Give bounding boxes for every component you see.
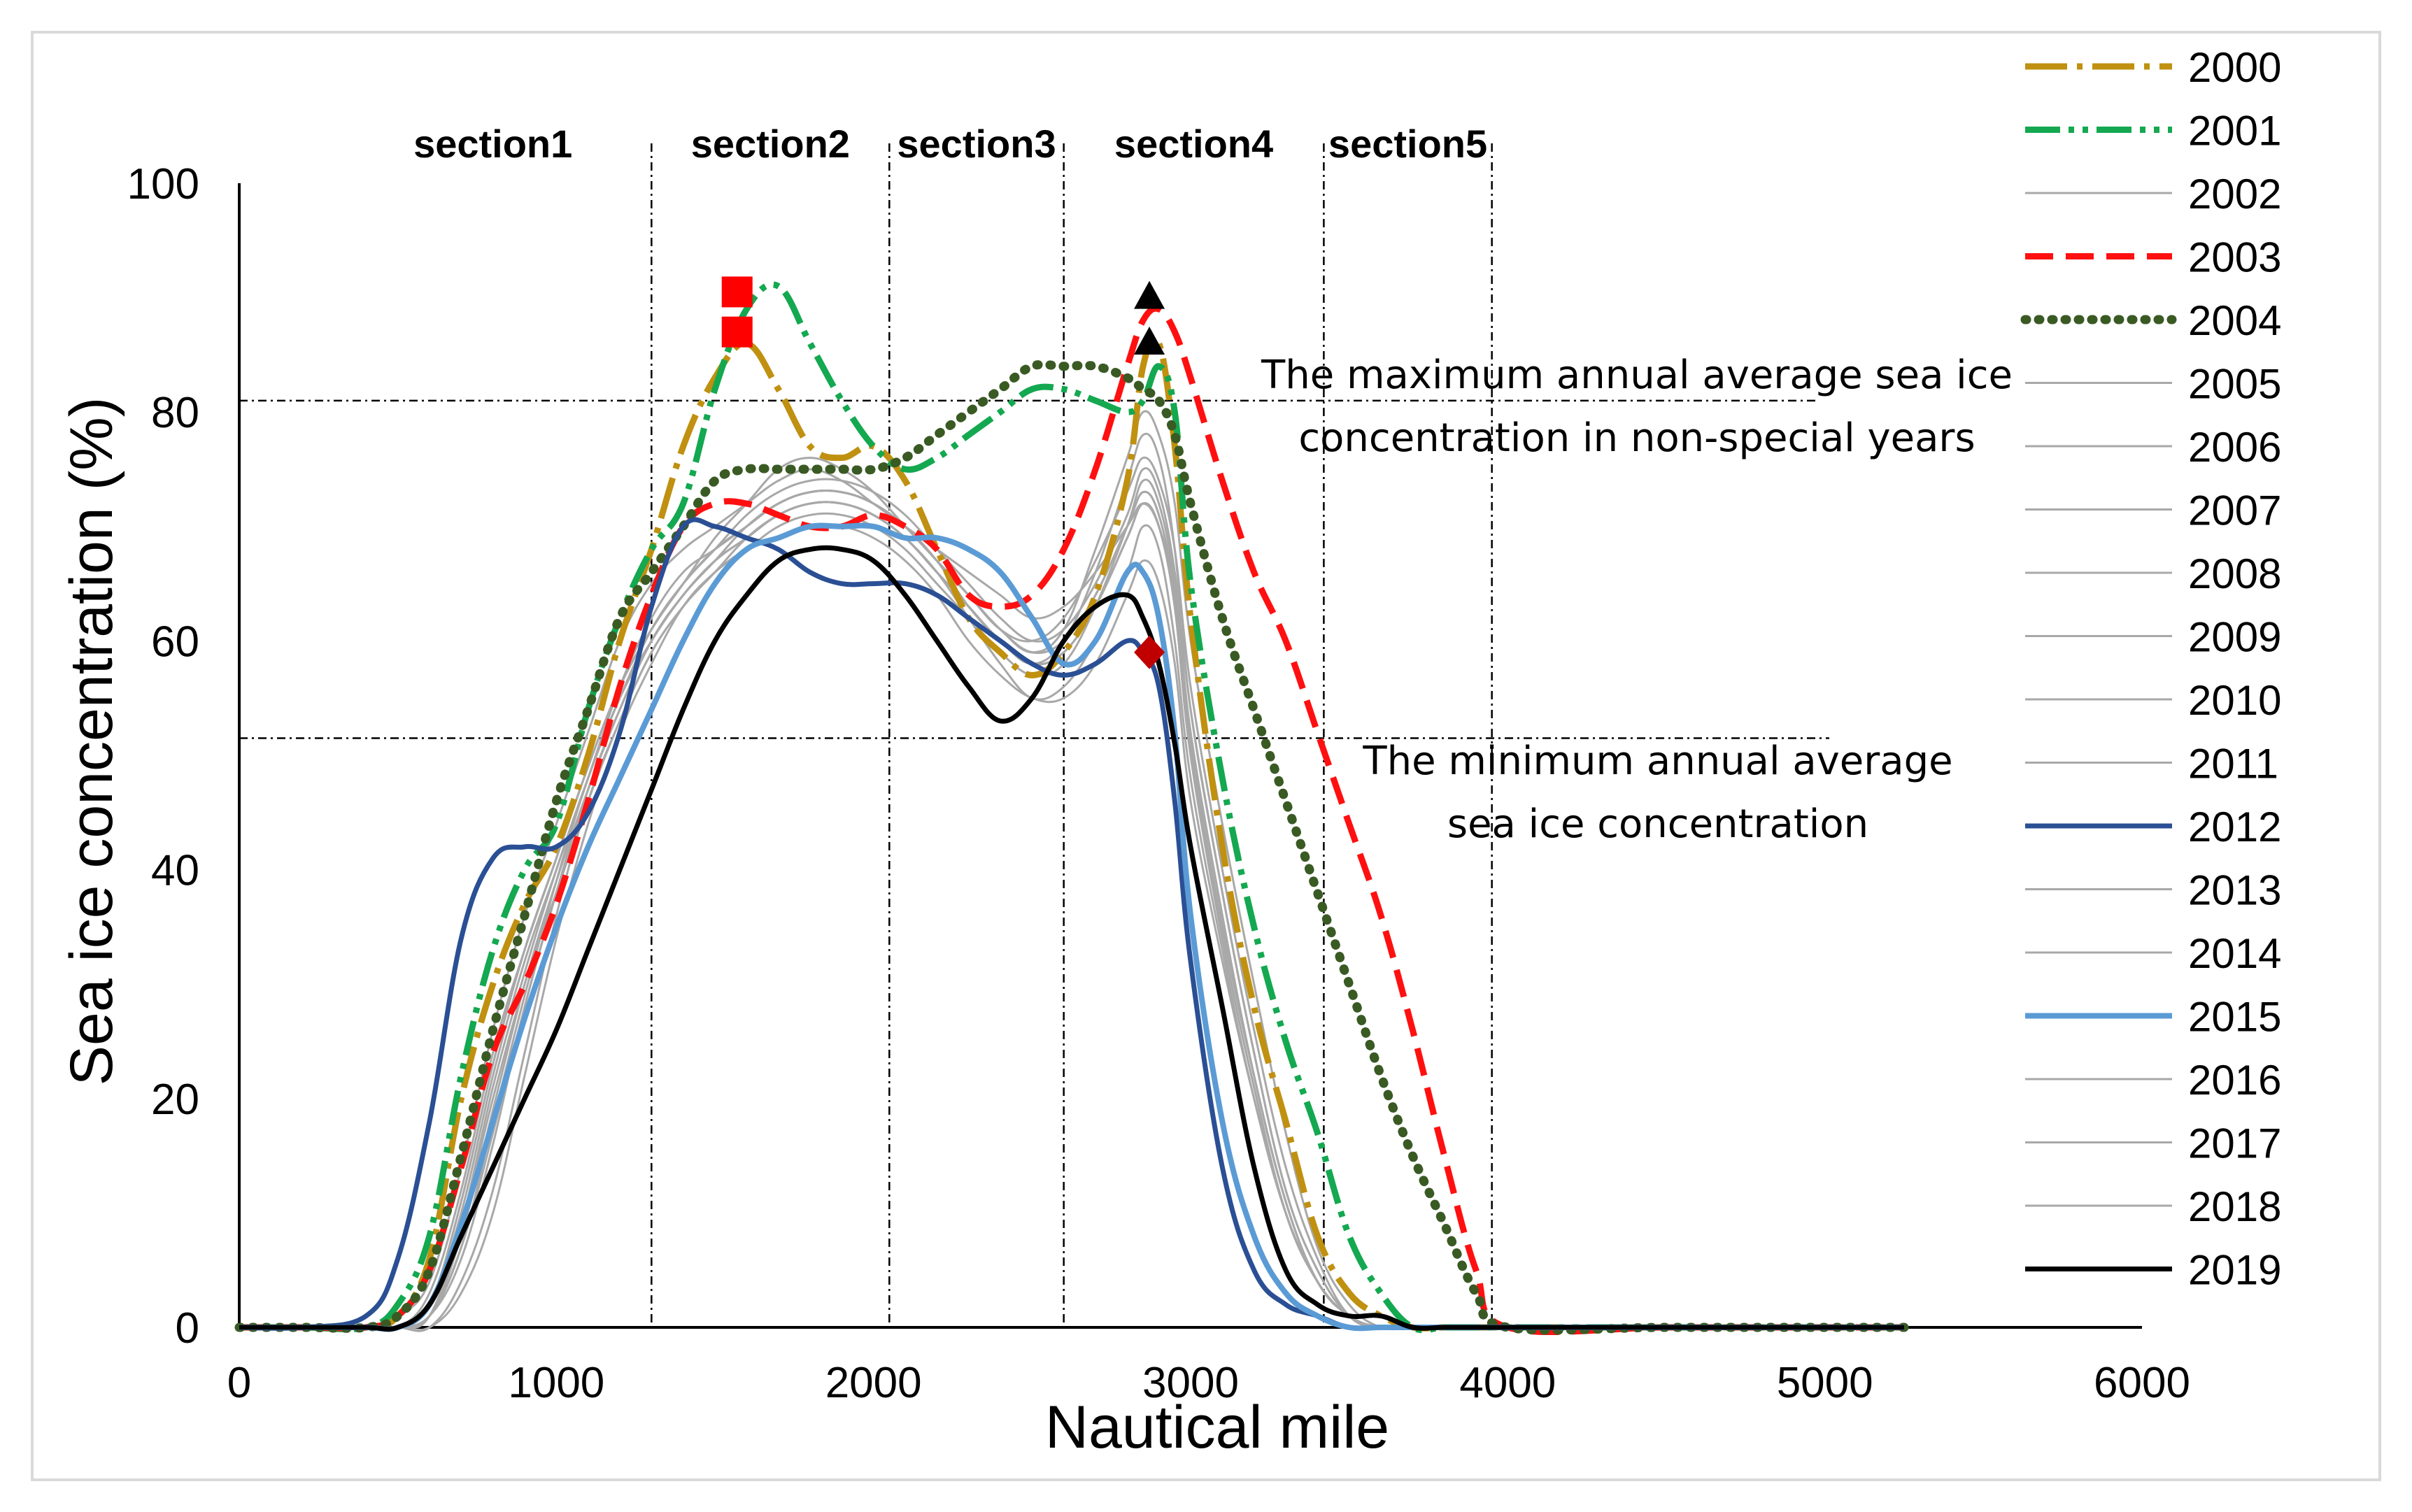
legend-label-2014: 2014 xyxy=(2188,930,2281,977)
series-line-2002 xyxy=(239,468,1904,1329)
x-tick-label: 2000 xyxy=(825,1359,922,1407)
y-tick-labels: 0 20 40 60 80 100 xyxy=(127,160,199,1353)
legend-label-2005: 2005 xyxy=(2188,361,2281,408)
reference-labels: The maximum annual average sea ice concen… xyxy=(1261,352,2013,847)
y-tick-label: 40 xyxy=(151,847,199,895)
x-tick-label: 1000 xyxy=(508,1359,604,1407)
section-label: section5 xyxy=(1328,122,1487,166)
legend-label-2017: 2017 xyxy=(2188,1120,2281,1167)
reference-label-line1: The minimum annual average xyxy=(1362,739,1952,784)
series-line-2004 xyxy=(234,359,1909,1335)
legend-label-2008: 2008 xyxy=(2188,550,2281,597)
series-lines xyxy=(234,281,1909,1336)
reference-lines xyxy=(239,399,1829,739)
chart-frame xyxy=(31,31,2381,1481)
square-marker xyxy=(721,276,753,308)
legend-label-2004: 2004 xyxy=(2188,297,2281,344)
section-boundaries xyxy=(651,143,1493,1327)
y-tick-label: 60 xyxy=(151,618,199,666)
reference-label-line2: sea ice concentration xyxy=(1447,801,1868,847)
x-tick-labels: 0 1000 2000 3000 4000 5000 6000 xyxy=(227,1359,2190,1407)
section-label: section1 xyxy=(413,122,572,166)
series-line-2010 xyxy=(239,456,1904,1329)
section-label: section4 xyxy=(1114,122,1273,166)
series-line-2003 xyxy=(239,305,1904,1336)
section-label: section2 xyxy=(691,122,850,166)
legend-label-2019: 2019 xyxy=(2188,1247,2281,1294)
series-line-2005 xyxy=(239,432,1904,1331)
y-tick-label: 80 xyxy=(151,389,199,437)
series-line-2007 xyxy=(239,410,1904,1332)
legend-label-2013: 2013 xyxy=(2188,867,2281,914)
y-axis-title: Sea ice concentration (%) xyxy=(58,397,125,1086)
legend-label-2002: 2002 xyxy=(2188,171,2281,217)
series-line-2000 xyxy=(239,334,1904,1332)
diamond-marker xyxy=(1134,635,1165,669)
legend-label-2016: 2016 xyxy=(2188,1057,2281,1104)
y-tick-label: 20 xyxy=(151,1076,199,1124)
x-axis-title: Nautical mile xyxy=(1045,1394,1389,1461)
section-labels: section1 section2 section3 section4 section5 xyxy=(413,122,1487,166)
x-tick-label: 6000 xyxy=(2094,1359,2190,1407)
x-tick-label: 5000 xyxy=(1777,1359,1873,1407)
triangle-marker xyxy=(1134,327,1165,355)
legend-label-2011: 2011 xyxy=(2188,741,2278,787)
reference-label-line1: The maximum annual average sea ice xyxy=(1261,352,2013,398)
legend-label-2015: 2015 xyxy=(2188,994,2281,1041)
y-tick-label: 0 xyxy=(176,1304,199,1353)
legend: 2000 2001 2002 2003 2004 2005 2006 2007 2008 2009… xyxy=(2020,44,2281,1294)
legend-label-2018: 2018 xyxy=(2188,1183,2281,1230)
markers xyxy=(721,276,1165,669)
reference-label-line2: concentration in non-special years xyxy=(1298,415,1975,461)
x-tick-label: 3000 xyxy=(1142,1359,1239,1407)
x-tick-label: 4000 xyxy=(1459,1359,1556,1407)
legend-label-2001: 2001 xyxy=(2188,108,2281,155)
series-line-2015 xyxy=(239,522,1904,1332)
legend-label-2010: 2010 xyxy=(2188,677,2281,724)
square-marker xyxy=(721,316,753,348)
series-line-2011 xyxy=(239,467,1904,1331)
legend-label-2000: 2000 xyxy=(2188,44,2281,91)
series-line-2019 xyxy=(239,545,1904,1332)
x-tick-label: 0 xyxy=(227,1359,251,1407)
legend-label-2009: 2009 xyxy=(2188,614,2281,661)
legend-label-2012: 2012 xyxy=(2188,804,2281,850)
triangle-marker xyxy=(1134,280,1165,309)
y-tick-label: 100 xyxy=(127,160,199,208)
legend-label-2006: 2006 xyxy=(2188,424,2281,471)
section-label: section3 xyxy=(897,122,1056,166)
legend-label-2007: 2007 xyxy=(2188,487,2281,534)
legend-label-2003: 2003 xyxy=(2188,234,2281,281)
